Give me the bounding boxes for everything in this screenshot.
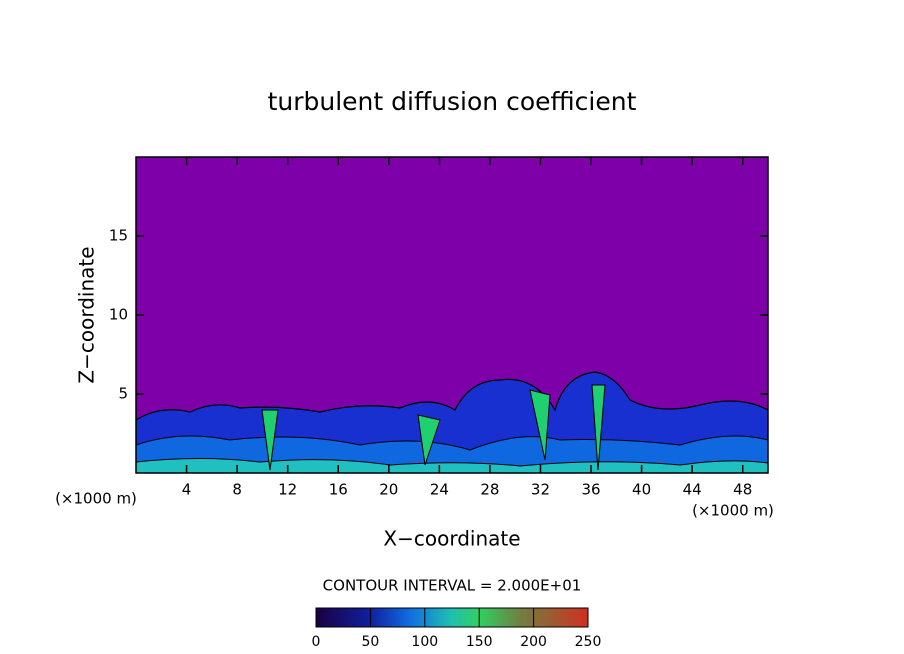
x-unit-label: (×1000 m) <box>692 502 774 520</box>
colorbar-tick-label: 200 <box>520 634 547 650</box>
colorbar-tick-label: 150 <box>466 634 493 650</box>
x-tick-label: 24 <box>430 481 449 499</box>
x-tick-label: 40 <box>632 481 651 499</box>
colorbar-tick-label: 100 <box>411 634 438 650</box>
x-tick-label: 12 <box>278 481 297 499</box>
field <box>136 371 768 473</box>
y-unit-label: (×1000 m) <box>55 490 137 508</box>
field-region <box>136 458 768 473</box>
x-tick-label: 32 <box>531 481 550 499</box>
y-tick-label: 5 <box>118 385 128 403</box>
x-tick-label: 4 <box>182 481 192 499</box>
y-tick-label: 15 <box>109 227 128 245</box>
x-tick-label: 36 <box>581 481 600 499</box>
colorbar <box>315 607 589 628</box>
colorbar-tick-label: 50 <box>361 634 379 650</box>
x-tick-label: 48 <box>733 481 752 499</box>
x-tick-label: 44 <box>683 481 702 499</box>
x-tick-label: 16 <box>329 481 348 499</box>
contour-interval: CONTOUR INTERVAL = 2.000E+01 <box>323 577 582 595</box>
y-tick-label: 10 <box>109 306 128 324</box>
chart-title: turbulent diffusion coefficient <box>268 87 637 116</box>
x-tick-label: 8 <box>232 481 242 499</box>
x-tick-label: 20 <box>379 481 398 499</box>
x-axis-label: X−coordinate <box>383 527 520 551</box>
field-region <box>261 384 606 471</box>
colorbar-tick-label: 250 <box>575 634 602 650</box>
x-tick-label: 28 <box>480 481 499 499</box>
colorbar-tick-label: 0 <box>312 634 321 650</box>
y-axis-label: Z−coordinate <box>75 246 99 383</box>
